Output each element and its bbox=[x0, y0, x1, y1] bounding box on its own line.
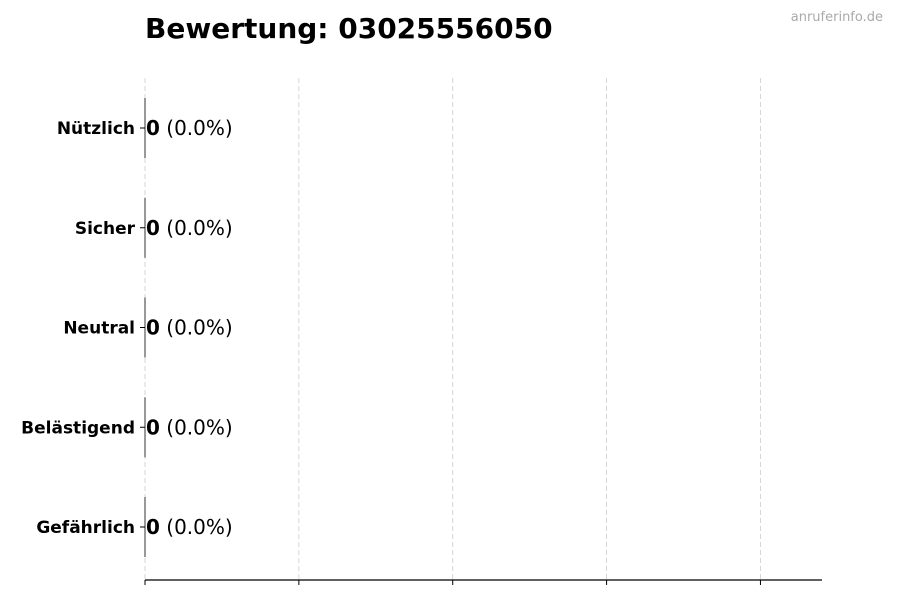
data-label-count: 0 bbox=[146, 216, 160, 240]
data-label: 0 (0.0%) bbox=[146, 116, 233, 140]
category-label: Sicher bbox=[75, 219, 136, 239]
data-label-percent: (0.0%) bbox=[160, 415, 233, 439]
data-label: 0 (0.0%) bbox=[146, 316, 233, 340]
data-label-percent: (0.0%) bbox=[160, 116, 233, 140]
category-label: Belästigend bbox=[21, 418, 135, 438]
data-label-percent: (0.0%) bbox=[160, 216, 233, 240]
category-label: Neutral bbox=[63, 319, 135, 339]
data-label-count: 0 bbox=[146, 316, 160, 340]
data-label-count: 0 bbox=[146, 515, 160, 539]
category-label: Nützlich bbox=[57, 119, 135, 139]
data-label-count: 0 bbox=[146, 415, 160, 439]
data-label: 0 (0.0%) bbox=[146, 415, 233, 439]
category-label: Gefährlich bbox=[36, 518, 135, 538]
data-label-percent: (0.0%) bbox=[160, 515, 233, 539]
data-label: 0 (0.0%) bbox=[146, 216, 233, 240]
chart-title: Bewertung: 03025556050 bbox=[145, 12, 553, 45]
data-label-percent: (0.0%) bbox=[160, 316, 233, 340]
data-label: 0 (0.0%) bbox=[146, 515, 233, 539]
watermark: anruferinfo.de bbox=[790, 10, 883, 25]
data-label-count: 0 bbox=[146, 116, 160, 140]
